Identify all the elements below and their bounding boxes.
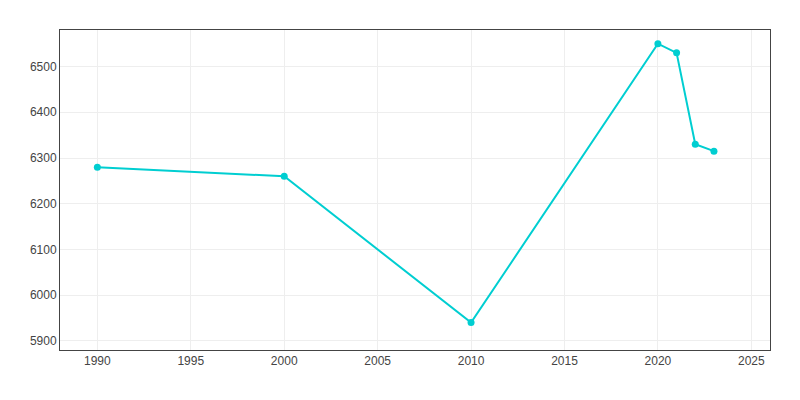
svg-text:2020: 2020 <box>645 354 672 368</box>
svg-text:6400: 6400 <box>30 105 57 119</box>
svg-text:6500: 6500 <box>30 60 57 74</box>
svg-text:6300: 6300 <box>30 151 57 165</box>
svg-text:6000: 6000 <box>30 288 57 302</box>
svg-text:6100: 6100 <box>30 243 57 257</box>
svg-text:2005: 2005 <box>364 354 391 368</box>
svg-text:2015: 2015 <box>551 354 578 368</box>
svg-text:1995: 1995 <box>177 354 204 368</box>
svg-text:2025: 2025 <box>738 354 765 368</box>
svg-text:2000: 2000 <box>271 354 298 368</box>
svg-text:5900: 5900 <box>30 334 57 348</box>
svg-text:2010: 2010 <box>458 354 485 368</box>
svg-text:6200: 6200 <box>30 197 57 211</box>
svg-text:1990: 1990 <box>84 354 111 368</box>
